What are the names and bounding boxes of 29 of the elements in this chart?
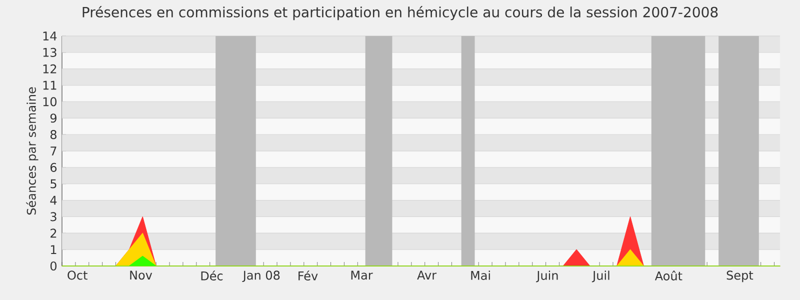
x-tick-label: Déc [201, 270, 223, 280]
y-tick-label: 4 [50, 196, 57, 205]
x-tick-label: Mar [351, 270, 373, 280]
x-tick-label: Juil [592, 270, 610, 282]
x-tick-label: Juin [536, 270, 558, 282]
chart-title: Présences en commissions et participation en hémicycle au cours de la session 2007-2008 [82, 6, 718, 20]
y-tick-label: 14 [43, 32, 57, 40]
y-tick-label: 7 [50, 146, 56, 156]
y-tick-label: 3 [50, 212, 56, 222]
x-tick-label: Mai [471, 270, 490, 280]
y-tick-label: 12 [43, 64, 56, 74]
x-tick-label: Oct [68, 270, 88, 280]
y-axis-title: Séances par semaine [26, 87, 38, 215]
y-tick-label: 1 [50, 245, 56, 254]
y-tick-label: 10 [43, 97, 57, 106]
y-tick-label: 8 [50, 130, 56, 140]
y-tick-label: 6 [50, 162, 57, 172]
x-tick-label: Fév [298, 270, 318, 280]
x-tick-label: Août [654, 270, 682, 280]
y-tick-label: 0 [50, 261, 57, 271]
y-tick-label: 2 [50, 228, 56, 238]
x-tick-label: Jan 08 [242, 270, 280, 282]
x-tick-label: Avr [417, 270, 437, 280]
y-tick-label: 11 [43, 80, 56, 90]
x-tick-label: Nov [130, 270, 152, 280]
y-tick-label: 9 [50, 114, 56, 123]
x-tick-label: Sept [726, 270, 754, 282]
y-tick-label: 13 [43, 48, 56, 57]
y-tick-label: 5 [50, 179, 56, 188]
